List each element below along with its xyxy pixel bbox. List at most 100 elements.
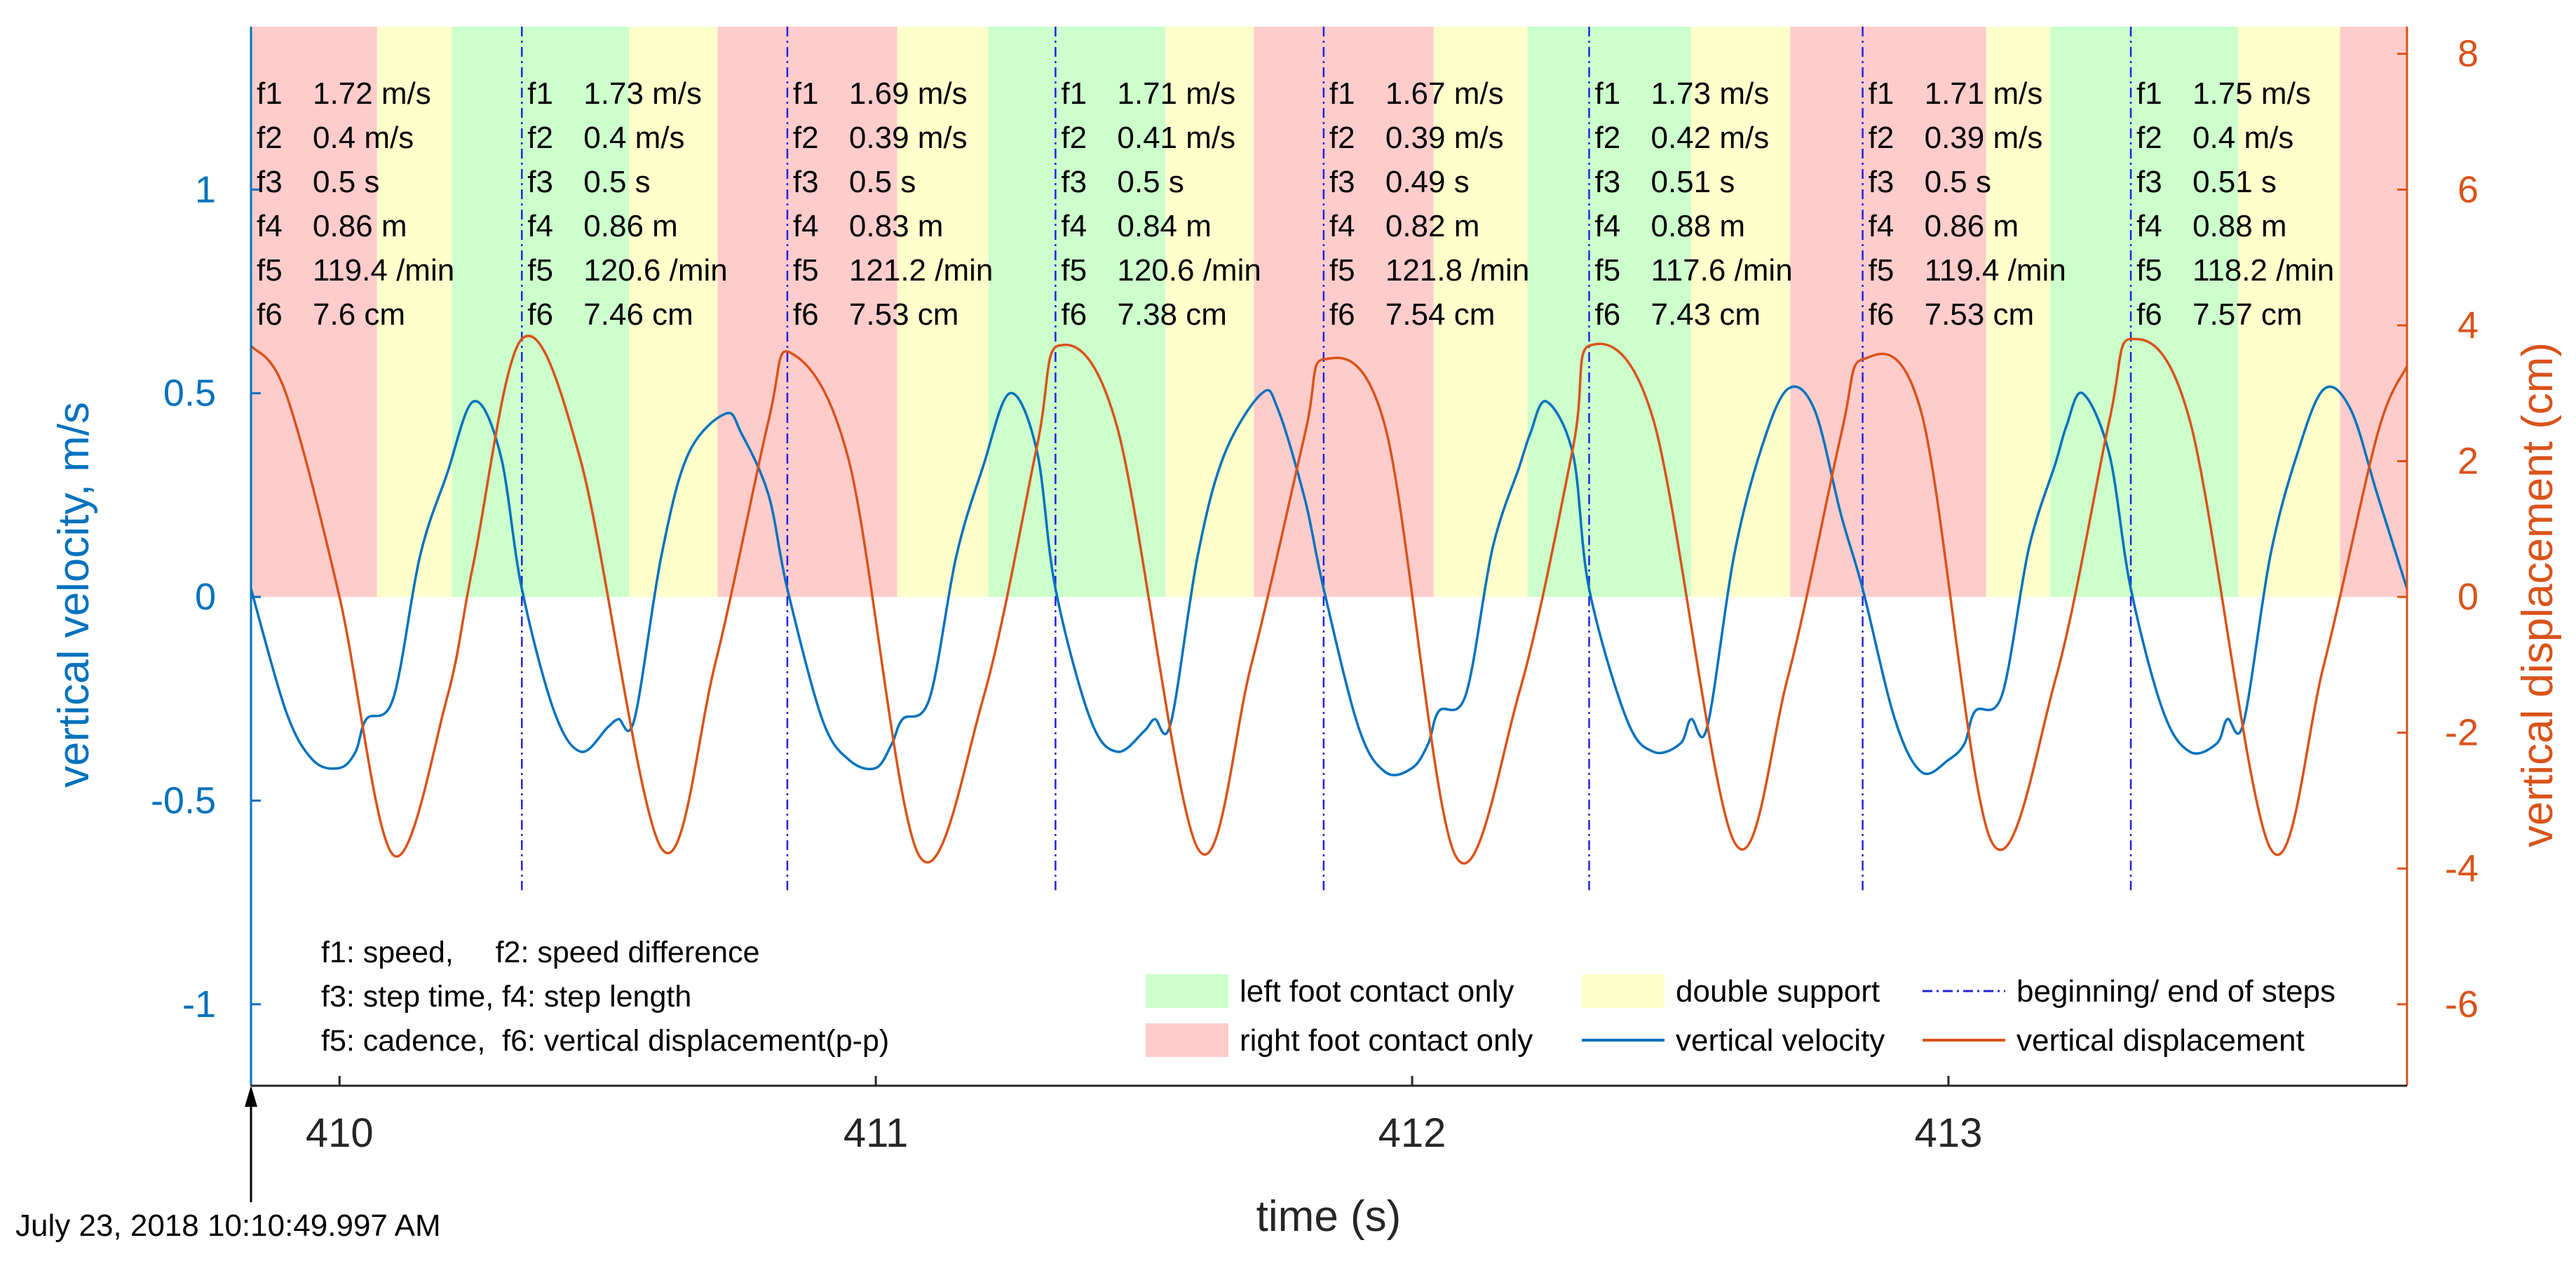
phase-band-left xyxy=(1527,27,1691,598)
axes xyxy=(250,27,2408,1087)
step-annotation-key: f6 xyxy=(1329,297,1355,332)
step-annotation-value: 0.51 s xyxy=(2192,165,2277,199)
step-annotation-value: 0.5 s xyxy=(849,165,916,199)
step-annotation-value: 0.83 m xyxy=(849,209,944,243)
step-annotation-key: f4 xyxy=(1329,209,1355,243)
step-annotation-value: 0.49 s xyxy=(1385,165,1470,199)
step-annotation-key: f3 xyxy=(1061,165,1087,199)
step-annotation-value: 0.39 m/s xyxy=(849,121,968,155)
step-annotation-key: f6 xyxy=(1869,297,1894,332)
step-annotation-key: f5 xyxy=(2136,253,2162,288)
phase-band-right xyxy=(717,27,897,598)
step-annotation-value: 7.46 cm xyxy=(583,297,693,332)
step-annotation-value: 7.54 cm xyxy=(1385,297,1496,332)
legend-swatch-left_contact xyxy=(1146,974,1228,1008)
step-annotation-key: f2 xyxy=(1061,121,1087,155)
step-annotation-value: 1.75 m/s xyxy=(2192,76,2311,111)
phase-band-double xyxy=(2238,27,2340,598)
right-y-tick-label: 0 xyxy=(2458,576,2479,618)
step-annotation-key: f5 xyxy=(257,253,283,288)
legend-label: vertical velocity xyxy=(1676,1023,1885,1058)
step-annotation-key: f1 xyxy=(527,76,553,111)
step-annotation-value: 121.8 /min xyxy=(1385,253,1529,288)
step-annotation-key: f6 xyxy=(257,297,283,332)
step-annotation-key: f2 xyxy=(527,121,553,155)
step-annotation-value: 0.41 m/s xyxy=(1117,121,1235,155)
step-annotation-value: 7.6 cm xyxy=(313,297,405,332)
step-annotation-value: 0.88 m xyxy=(2192,209,2287,243)
step-annotation-key: f6 xyxy=(793,297,819,332)
legend: f1: speed, f2: speed difference f3: step … xyxy=(321,936,2336,1058)
step-annotation-key: f1 xyxy=(257,76,283,111)
feature-legend-line: f5: cadence, f6: vertical displacement(p… xyxy=(321,1024,889,1058)
step-annotation-value: 1.67 m/s xyxy=(1385,76,1504,111)
left-y-tick-label: 0.5 xyxy=(163,372,216,415)
phase-band-right xyxy=(1790,27,1986,598)
step-annotation-value: 119.4 /min xyxy=(313,253,454,288)
step-annotation-value: 119.4 /min xyxy=(1925,253,2066,288)
legend-label: double support xyxy=(1676,974,1880,1009)
right-y-tick-label: -2 xyxy=(2445,712,2479,754)
timestamp-arrow-head xyxy=(245,1086,257,1107)
tick-labels: -1 -0.5 0 0.5 1 -6 -4 -2 0 2 4 6 8 410 411 412 413 xyxy=(151,33,2479,1156)
step-annotation-value: 1.72 m/s xyxy=(313,76,431,111)
step-annotation-key: f5 xyxy=(1061,253,1087,288)
legend-swatch-double_support xyxy=(1582,974,1665,1008)
step-annotation-value: 0.51 s xyxy=(1650,165,1735,199)
step-annotation-key: f5 xyxy=(793,253,819,288)
step-annotation-value: 7.38 cm xyxy=(1117,297,1227,332)
step-annotation-value: 7.53 cm xyxy=(1925,297,2035,332)
step-annotation-value: 0.86 m xyxy=(583,209,678,243)
step-annotation-value: 1.73 m/s xyxy=(1650,76,1769,111)
right-y-tick-label: 6 xyxy=(2458,168,2479,210)
timestamp-marker: July 23, 2018 10:10:49.997 AM xyxy=(15,1086,441,1243)
right-y-axis-label: vertical displacement (cm) xyxy=(2514,342,2562,847)
phase-band-right xyxy=(1254,27,1434,598)
right-y-tick-label: 4 xyxy=(2458,304,2479,346)
phase-band-right xyxy=(251,27,377,598)
step-annotation-key: f5 xyxy=(1329,253,1355,288)
feature-legend-line: f3: step time, f4: step length xyxy=(321,980,691,1014)
step-annotation-key: f1 xyxy=(2136,76,2162,111)
step-annotation-value: 0.4 m/s xyxy=(583,121,684,155)
step-annotation-value: 0.5 s xyxy=(583,165,650,199)
step-annotation-value: 0.39 m/s xyxy=(1385,121,1504,155)
step-annotation-key: f4 xyxy=(1869,209,1894,243)
step-annotation-key: f4 xyxy=(1061,209,1087,243)
step-annotation-key: f4 xyxy=(2136,209,2162,243)
step-annotation-key: f2 xyxy=(1869,121,1894,155)
step-annotation-key: f1 xyxy=(1061,76,1087,111)
legend-label: beginning/ end of steps xyxy=(2016,974,2336,1009)
step-annotation-key: f2 xyxy=(2136,121,2162,155)
step-annotation-key: f1 xyxy=(1594,76,1620,111)
step-annotation-value: 7.57 cm xyxy=(2192,297,2303,332)
step-annotation-value: 0.88 m xyxy=(1650,209,1745,243)
left-y-axis-label: vertical velocity, m/s xyxy=(50,402,98,788)
step-annotation-key: f1 xyxy=(1329,76,1355,111)
x-tick-label: 411 xyxy=(843,1110,908,1156)
phase-band-double xyxy=(1986,27,2051,598)
right-y-tick-label: -4 xyxy=(2445,847,2479,889)
step-annotation-value: 1.69 m/s xyxy=(849,76,968,111)
step-annotation-key: f5 xyxy=(1869,253,1894,288)
vertical-displacement-line xyxy=(250,335,2408,865)
series-lines xyxy=(250,335,2408,865)
left-y-tick-label: 1 xyxy=(195,168,216,210)
legend-swatch-right_contact xyxy=(1146,1023,1228,1057)
step-annotations: f1 1.72 m/s f2 0.4 m/s f3 0.5 s f4 0.86 m f5 119.… xyxy=(257,76,2334,332)
right-y-tick-label: -6 xyxy=(2445,983,2479,1025)
step-annotation-key: f1 xyxy=(1869,76,1894,111)
step-annotation-value: 0.5 s xyxy=(1117,165,1184,199)
step-annotation-value: 0.82 m xyxy=(1385,209,1480,243)
x-tick-label: 410 xyxy=(306,1110,374,1156)
legend-label: left foot contact only xyxy=(1240,974,1514,1009)
step-annotation-value: 120.6 /min xyxy=(1117,253,1261,288)
step-annotation-key: f3 xyxy=(2136,165,2162,199)
step-annotation-key: f3 xyxy=(527,165,553,199)
step-annotation-value: 0.39 m/s xyxy=(1925,121,2043,155)
x-tick-label: 413 xyxy=(1915,1110,1983,1156)
step-annotation-value: 1.71 m/s xyxy=(1925,76,2043,111)
step-annotation-value: 121.2 /min xyxy=(849,253,993,288)
step-annotation-key: f6 xyxy=(527,297,553,332)
